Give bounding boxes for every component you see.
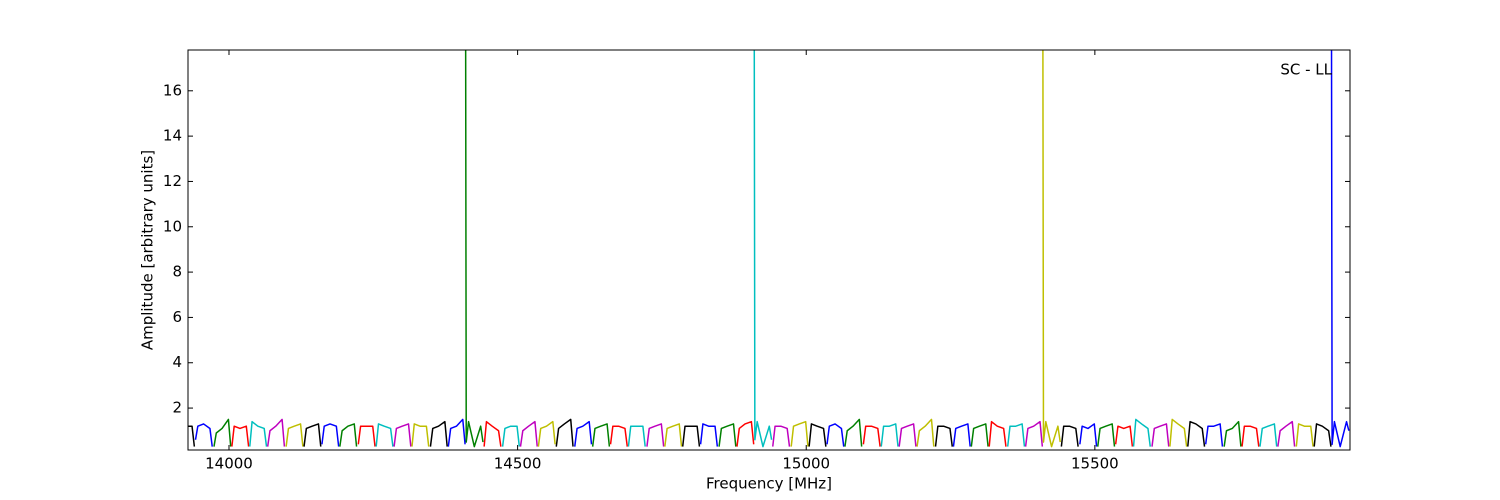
spectrum-line (285, 50, 1314, 448)
y-tick-label: 2 (172, 399, 182, 417)
spectrum-line (266, 418, 1296, 447)
y-tick-label: 16 (163, 81, 182, 99)
x-tick-label: 14000 (205, 455, 253, 473)
x-tick-label: 15000 (782, 455, 830, 473)
plot-lines (188, 50, 1350, 448)
annotation: SC - LL (1280, 61, 1332, 79)
x-tick-label: 14500 (494, 455, 542, 473)
y-axis-label: Amplitude [arbitrary units] (139, 150, 157, 350)
y-tick-label: 10 (163, 217, 182, 235)
x-axis-label: Frequency [MHz] (706, 475, 832, 493)
spectrum-line (194, 50, 1350, 448)
y-tick-label: 6 (172, 308, 182, 326)
y-tick-label: 12 (163, 172, 182, 190)
spectrum-line (249, 50, 1278, 448)
y-tick-label: 14 (163, 127, 182, 145)
y-tick-label: 4 (172, 353, 182, 371)
plot-frame (187, 49, 1351, 451)
spectrum-line (213, 50, 1242, 448)
x-tick-label: 15500 (1071, 455, 1119, 473)
spectrum-line (231, 420, 1260, 447)
y-tick-label: 8 (172, 263, 182, 281)
spectrum-line (188, 418, 1332, 447)
